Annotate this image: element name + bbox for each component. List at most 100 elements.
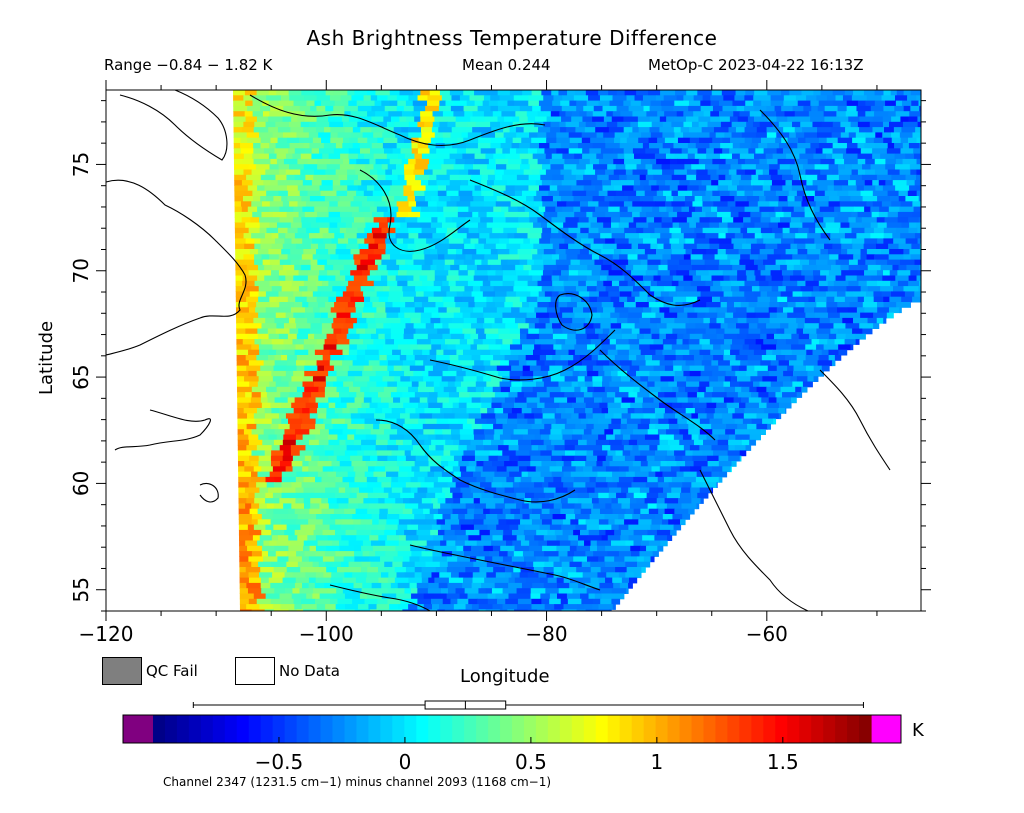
colorbar-tick-label: 1 xyxy=(650,750,663,774)
colorbar-segment xyxy=(751,715,764,743)
colorbar-segment xyxy=(200,715,214,743)
colorbar-segment xyxy=(428,715,441,743)
coastline-0 xyxy=(105,179,247,356)
coastline-15 xyxy=(759,109,831,241)
colorbar-segment xyxy=(380,715,393,743)
colorbar-segment xyxy=(308,715,322,743)
colorbar-segment xyxy=(272,715,286,743)
colorbar-segment xyxy=(847,715,860,743)
y-tick-label: 70 xyxy=(69,258,93,283)
colorbar-segment xyxy=(188,715,202,743)
colorbar-segment xyxy=(164,715,178,743)
colorbar-segment xyxy=(667,715,681,743)
colorbar-segment xyxy=(416,715,429,743)
colorbar-under-swatch xyxy=(123,715,153,743)
coastline-11 xyxy=(555,293,593,331)
colorbar-segment xyxy=(703,715,717,743)
colorbar-segment xyxy=(535,715,549,743)
colorbar-segment xyxy=(691,715,705,743)
colorbar-segment xyxy=(236,715,250,743)
plot-frame xyxy=(105,89,922,612)
colorbar-segment xyxy=(153,715,166,743)
colorbar-segment xyxy=(320,715,334,743)
colorbar-segment xyxy=(787,715,800,743)
colorbar-segment xyxy=(404,715,417,743)
colorbar-segment xyxy=(679,715,693,743)
coastline-6 xyxy=(375,419,576,503)
colorbar-tick-label: −0.5 xyxy=(255,750,304,774)
colorbar-segment xyxy=(332,715,346,743)
colorbar-segment xyxy=(392,715,405,743)
range-label: Range −0.84 − 1.82 K xyxy=(104,56,273,74)
coastline-8 xyxy=(409,544,601,591)
colorbar-over-swatch xyxy=(871,715,901,743)
colorbar-segment xyxy=(811,715,824,743)
colorbar-segment xyxy=(476,715,489,743)
colorbar-segment xyxy=(248,715,262,743)
x-axis-label: Longitude xyxy=(460,666,550,687)
qc-fail-swatch xyxy=(102,657,142,685)
colorbar-segment xyxy=(344,715,358,743)
swath-cells xyxy=(233,90,921,611)
coastline-13 xyxy=(199,482,219,503)
coastline-5 xyxy=(429,329,616,381)
colorbar-segment xyxy=(631,715,645,743)
colorbar-segment xyxy=(643,715,657,743)
x-tick-label: −80 xyxy=(525,622,567,646)
colorbar-segment xyxy=(571,715,585,743)
colorbar-tick-label: 0.5 xyxy=(515,750,547,774)
colorbar-tick-label: 1.5 xyxy=(767,750,799,774)
colorbar-segment xyxy=(368,715,381,743)
colorbar-segment xyxy=(823,715,836,743)
no-data-label: No Data xyxy=(279,662,340,680)
colorbar-segment xyxy=(607,715,621,743)
colorbar-segment xyxy=(727,715,740,743)
no-data-swatch xyxy=(235,657,275,685)
coastline-9 xyxy=(699,469,809,612)
colorbar-segment xyxy=(655,715,669,743)
colorbar-segment xyxy=(500,715,513,743)
qc-fail-label: QC Fail xyxy=(146,662,198,680)
colorbar-segment xyxy=(296,715,310,743)
colorbar-segment xyxy=(595,715,609,743)
colorbar-segment xyxy=(512,715,525,743)
satellite-time-label: MetOp-C 2023-04-22 16:13Z xyxy=(648,56,864,74)
colorbar-segment xyxy=(763,715,776,743)
colorbar-segment xyxy=(739,715,752,743)
coastline-14 xyxy=(329,584,431,612)
colorbar-segment xyxy=(859,715,872,743)
channel-caption: Channel 2347 (1231.5 cm−1) minus channel… xyxy=(163,775,552,789)
colorbar-segment xyxy=(799,715,812,743)
coastline-10 xyxy=(819,369,891,471)
y-tick-label: 65 xyxy=(69,364,93,389)
coastline-7 xyxy=(599,349,716,441)
y-axis-label: Latitude xyxy=(36,320,57,395)
colorbar-segment xyxy=(775,715,788,743)
colorbar-segment xyxy=(212,715,226,743)
chart-title: Ash Brightness Temperature Difference xyxy=(306,26,718,50)
x-tick-label: −60 xyxy=(746,622,788,646)
colorbar-segment xyxy=(488,715,501,743)
colorbar-segment xyxy=(440,715,453,743)
colorbar-segment xyxy=(715,715,728,743)
y-tick-label: 55 xyxy=(69,577,93,602)
y-tick-label: 60 xyxy=(69,471,93,496)
colorbar-frame xyxy=(122,714,902,744)
colorbar-segment xyxy=(547,715,561,743)
mean-label: Mean 0.244 xyxy=(462,56,551,74)
colorbar-segment xyxy=(176,715,190,743)
coastline-3 xyxy=(359,169,471,252)
colorbar-segment xyxy=(835,715,848,743)
colorbar-segment xyxy=(224,715,238,743)
x-tick-label: −100 xyxy=(299,622,354,646)
coastline-2 xyxy=(249,94,546,146)
colorbar-unit: K xyxy=(912,720,924,741)
y-tick-label: 75 xyxy=(69,152,93,177)
colorbar-segment xyxy=(452,715,465,743)
coastline-12 xyxy=(114,409,211,451)
colorbar-segment xyxy=(284,715,298,743)
colorbar-segment xyxy=(523,715,537,743)
colorbar-segment xyxy=(583,715,597,743)
coastline-1 xyxy=(119,89,228,161)
